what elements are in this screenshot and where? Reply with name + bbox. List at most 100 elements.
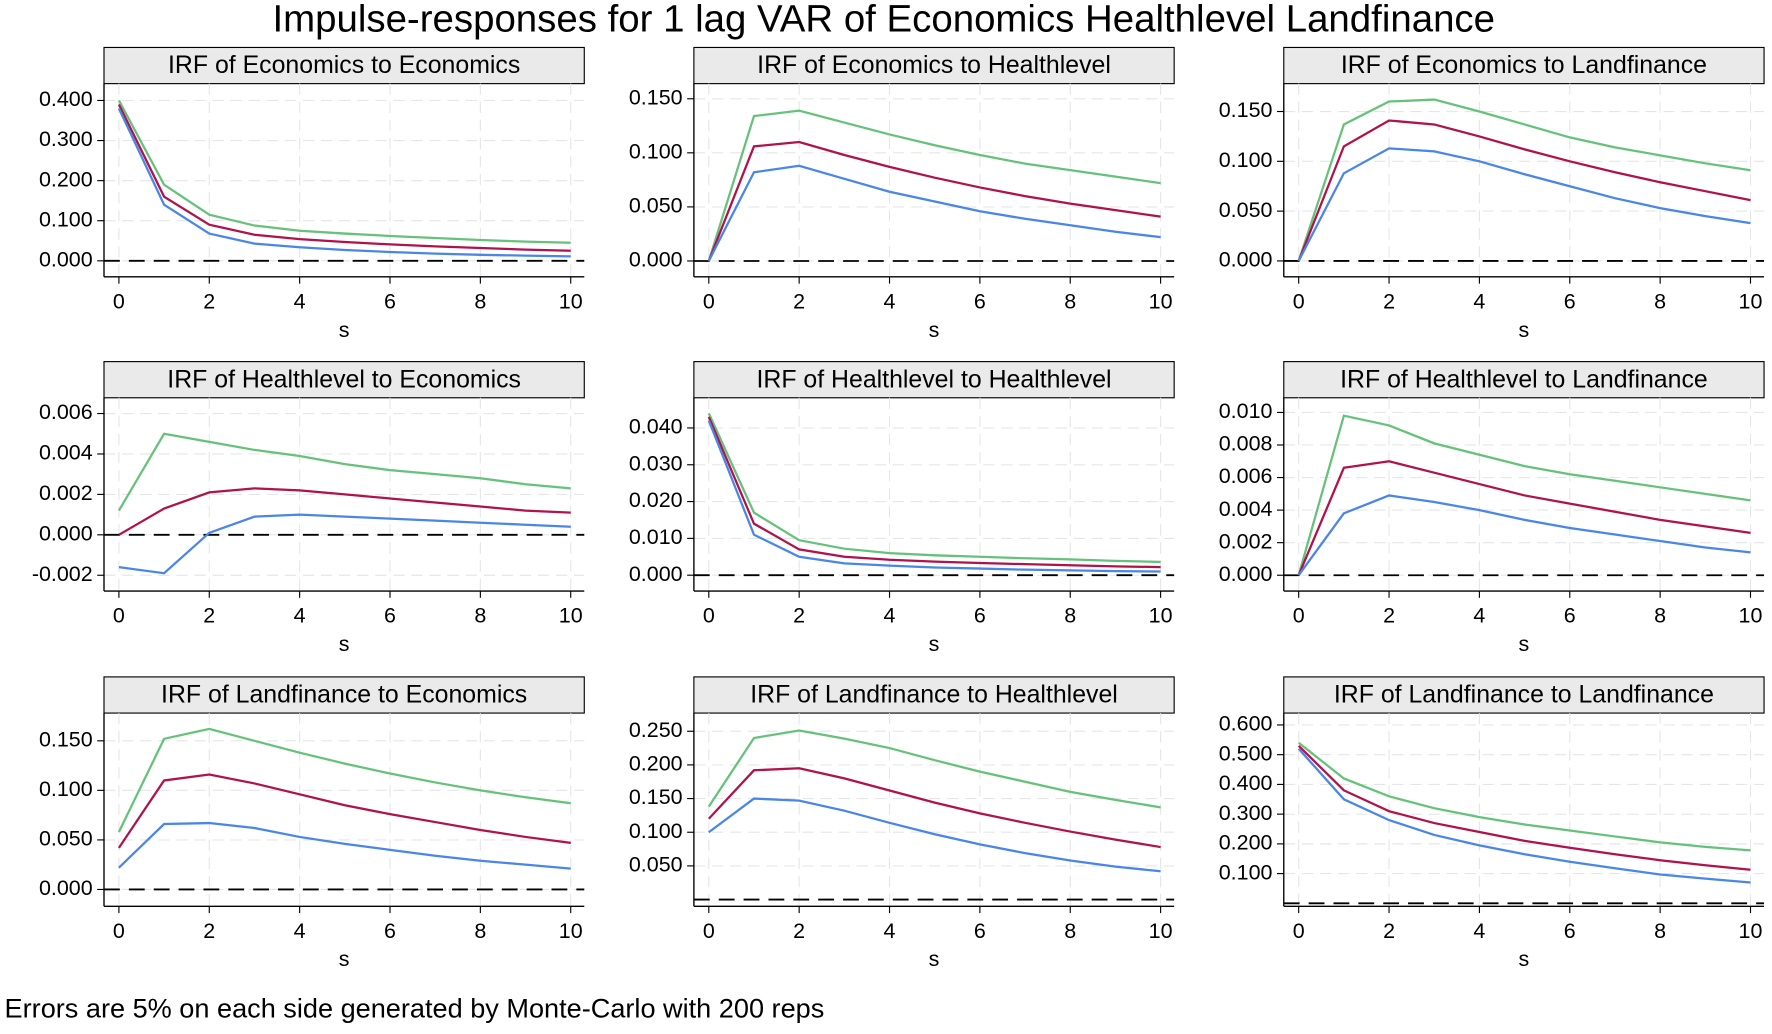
x-axis-label: s [1519, 318, 1530, 342]
x-tick-label: 6 [384, 604, 396, 628]
irf-line [118, 487, 571, 536]
y-tick-label: 0.150 [629, 85, 683, 109]
panel-title: IRF of Economics to Economics [168, 51, 520, 79]
y-tick-label: 0.000 [1219, 562, 1273, 586]
x-tick-label: 4 [1473, 604, 1485, 628]
x-tick-label: 4 [884, 919, 896, 943]
y-tick-label: 0.002 [39, 481, 93, 505]
y-tick-label: 0.600 [1219, 712, 1273, 736]
x-tick-label: 10 [1149, 604, 1173, 628]
x-tick-label: 10 [1149, 290, 1173, 314]
y-tick-label: 0.300 [39, 127, 93, 151]
panel-title-box [1283, 46, 1765, 85]
irf-line [1297, 741, 1751, 852]
x-axis-label: s [929, 318, 940, 342]
x-tick-label: 0 [1293, 290, 1305, 314]
y-tick-label: 0.000 [39, 521, 93, 545]
panel-title: IRF of Landfinance to Healthlevel [750, 681, 1118, 709]
panel-title-box [1283, 361, 1765, 399]
panel-title: IRF of Healthlevel to Healthlevel [756, 365, 1111, 393]
x-tick-label: 8 [1654, 919, 1666, 943]
x-tick-label: 10 [1739, 604, 1763, 628]
panel-title-box [693, 676, 1175, 714]
irf-line [118, 821, 571, 870]
irf-line [707, 109, 1161, 262]
irf-line [1297, 494, 1751, 576]
x-tick-label: 0 [113, 919, 125, 943]
irf-line [708, 797, 1161, 873]
main-title: Impulse-responses for 1 lag VAR of Econo… [272, 0, 1495, 41]
irf-line [1297, 147, 1751, 262]
irf-line [1297, 414, 1751, 576]
y-tick-label: 0.100 [39, 207, 93, 231]
x-tick-label: 8 [474, 604, 486, 628]
x-tick-label: 6 [384, 919, 396, 943]
x-tick-label: 8 [474, 290, 486, 314]
panel-title-box [693, 46, 1175, 85]
y-tick-label: 0.150 [39, 727, 93, 751]
y-tick-label: 0.000 [39, 876, 93, 900]
panel-title-box [1283, 676, 1765, 714]
y-tick-label: 0.000 [1219, 248, 1273, 272]
irf-line [118, 513, 571, 575]
y-tick-label: 0.050 [1219, 198, 1273, 222]
x-tick-label: 6 [384, 290, 396, 314]
panel-title: IRF of Healthlevel to Landfinance [1340, 365, 1708, 393]
y-tick-label: 0.150 [629, 785, 683, 809]
irf-line [117, 432, 571, 512]
y-tick-label: 0.004 [1219, 497, 1273, 521]
panel-title-box [693, 361, 1175, 399]
panel-title: IRF of Economics to Landfinance [1341, 51, 1707, 79]
y-tick-label: 0.030 [629, 451, 683, 475]
irf-line [117, 99, 571, 244]
x-tick-label: 10 [1149, 919, 1173, 943]
irf-line [707, 416, 1161, 569]
irf-line [707, 412, 1161, 564]
y-tick-label: 0.150 [1219, 98, 1273, 122]
x-tick-label: 2 [1383, 919, 1395, 943]
x-tick-label: 4 [884, 290, 896, 314]
y-tick-label: 0.100 [629, 140, 683, 164]
x-tick-label: 10 [559, 919, 583, 943]
y-tick-label: 0.010 [1219, 399, 1273, 423]
irf-line [117, 727, 571, 833]
irf-line [707, 729, 1161, 809]
x-axis-label: s [1519, 632, 1530, 656]
x-tick-label: 2 [793, 604, 805, 628]
x-tick-label: 2 [203, 604, 215, 628]
x-tick-label: 2 [1383, 604, 1395, 628]
x-tick-label: 10 [1739, 290, 1763, 314]
x-axis-label: s [929, 947, 940, 971]
y-tick-label: 0.100 [629, 819, 683, 843]
y-tick-label: 0.050 [629, 853, 683, 877]
x-tick-label: 8 [1064, 604, 1076, 628]
y-tick-label: 0.200 [629, 752, 683, 776]
x-axis-label: s [339, 632, 350, 656]
y-tick-label: 0.400 [1219, 771, 1273, 795]
y-tick-label: 0.000 [629, 248, 683, 272]
x-tick-label: 2 [793, 919, 805, 943]
y-tick-label: 0.008 [1219, 432, 1273, 456]
y-tick-label: 0.250 [629, 718, 683, 742]
y-tick-label: 0.004 [39, 441, 93, 465]
y-tick-label: 0.100 [1219, 148, 1273, 172]
irf-line [707, 164, 1161, 262]
y-tick-label: -0.002 [32, 562, 93, 586]
y-tick-label: 0.010 [629, 525, 683, 549]
panel-title-box [103, 676, 585, 714]
irf-line [1297, 98, 1751, 262]
x-tick-label: 0 [1293, 604, 1305, 628]
x-tick-label: 4 [294, 919, 306, 943]
y-tick-label: 0.040 [629, 415, 683, 439]
y-tick-label: 0.400 [39, 87, 93, 111]
x-tick-label: 10 [559, 290, 583, 314]
x-tick-label: 0 [703, 919, 715, 943]
x-tick-label: 6 [974, 290, 986, 314]
x-tick-label: 6 [1564, 604, 1576, 628]
panel-title: IRF of Healthlevel to Economics [167, 365, 521, 393]
x-tick-label: 6 [974, 919, 986, 943]
y-tick-label: 0.006 [1219, 464, 1273, 488]
